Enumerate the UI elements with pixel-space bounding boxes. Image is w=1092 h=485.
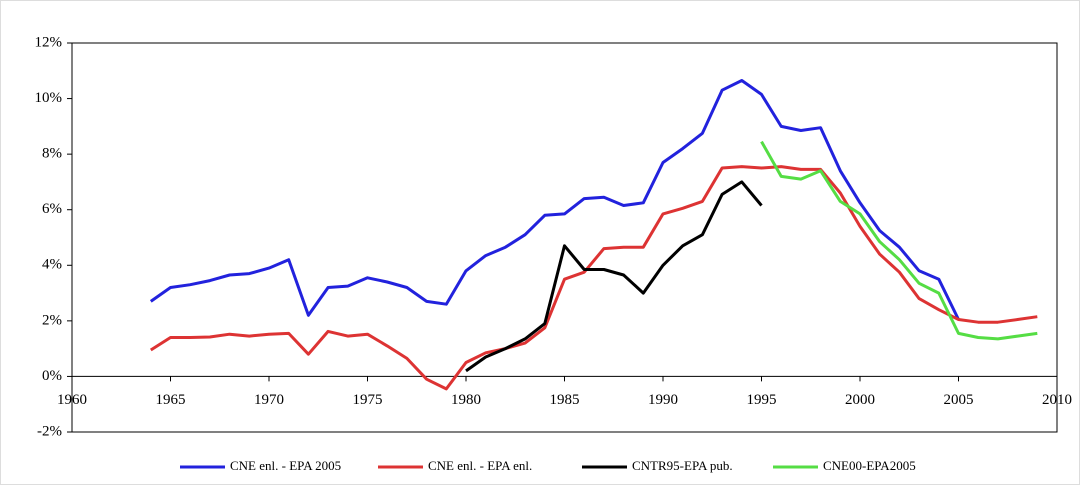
y-tick-label: 0% bbox=[42, 368, 62, 384]
x-tick-label: 2005 bbox=[944, 392, 974, 408]
y-tick-label: 10% bbox=[35, 90, 63, 106]
legend-label: CNE enl. - EPA enl. bbox=[428, 458, 532, 473]
legend-label: CNE enl. - EPA 2005 bbox=[230, 458, 341, 473]
x-tick-label: 1980 bbox=[451, 392, 481, 408]
y-tick-label: 8% bbox=[42, 146, 62, 162]
x-tick-label: 2010 bbox=[1042, 392, 1072, 408]
series-line bbox=[760, 140, 1038, 341]
legend-label: CNE00-EPA2005 bbox=[823, 458, 916, 473]
y-tick-label: 2% bbox=[42, 312, 62, 328]
x-tick-label: 1965 bbox=[156, 392, 186, 408]
y-tick-label: -2% bbox=[37, 423, 62, 439]
x-tick-label: 1995 bbox=[747, 392, 777, 408]
x-tick-label: 1970 bbox=[254, 392, 284, 408]
plot-frame bbox=[71, 42, 1058, 433]
x-tick-label: 1985 bbox=[550, 392, 580, 408]
x-tick-label: 1960 bbox=[57, 392, 87, 408]
y-tick-label: 12% bbox=[35, 34, 63, 50]
series-line bbox=[149, 79, 960, 321]
x-tick-label: 2000 bbox=[845, 392, 875, 408]
x-tick-label: 1975 bbox=[353, 392, 383, 408]
x-tick-label: 1990 bbox=[648, 392, 678, 408]
series-line bbox=[149, 165, 1038, 391]
legend-label: CNTR95-EPA pub. bbox=[632, 458, 733, 473]
series-line bbox=[465, 180, 763, 373]
y-tick-label: 6% bbox=[42, 201, 62, 217]
y-tick-label: 4% bbox=[42, 257, 62, 273]
